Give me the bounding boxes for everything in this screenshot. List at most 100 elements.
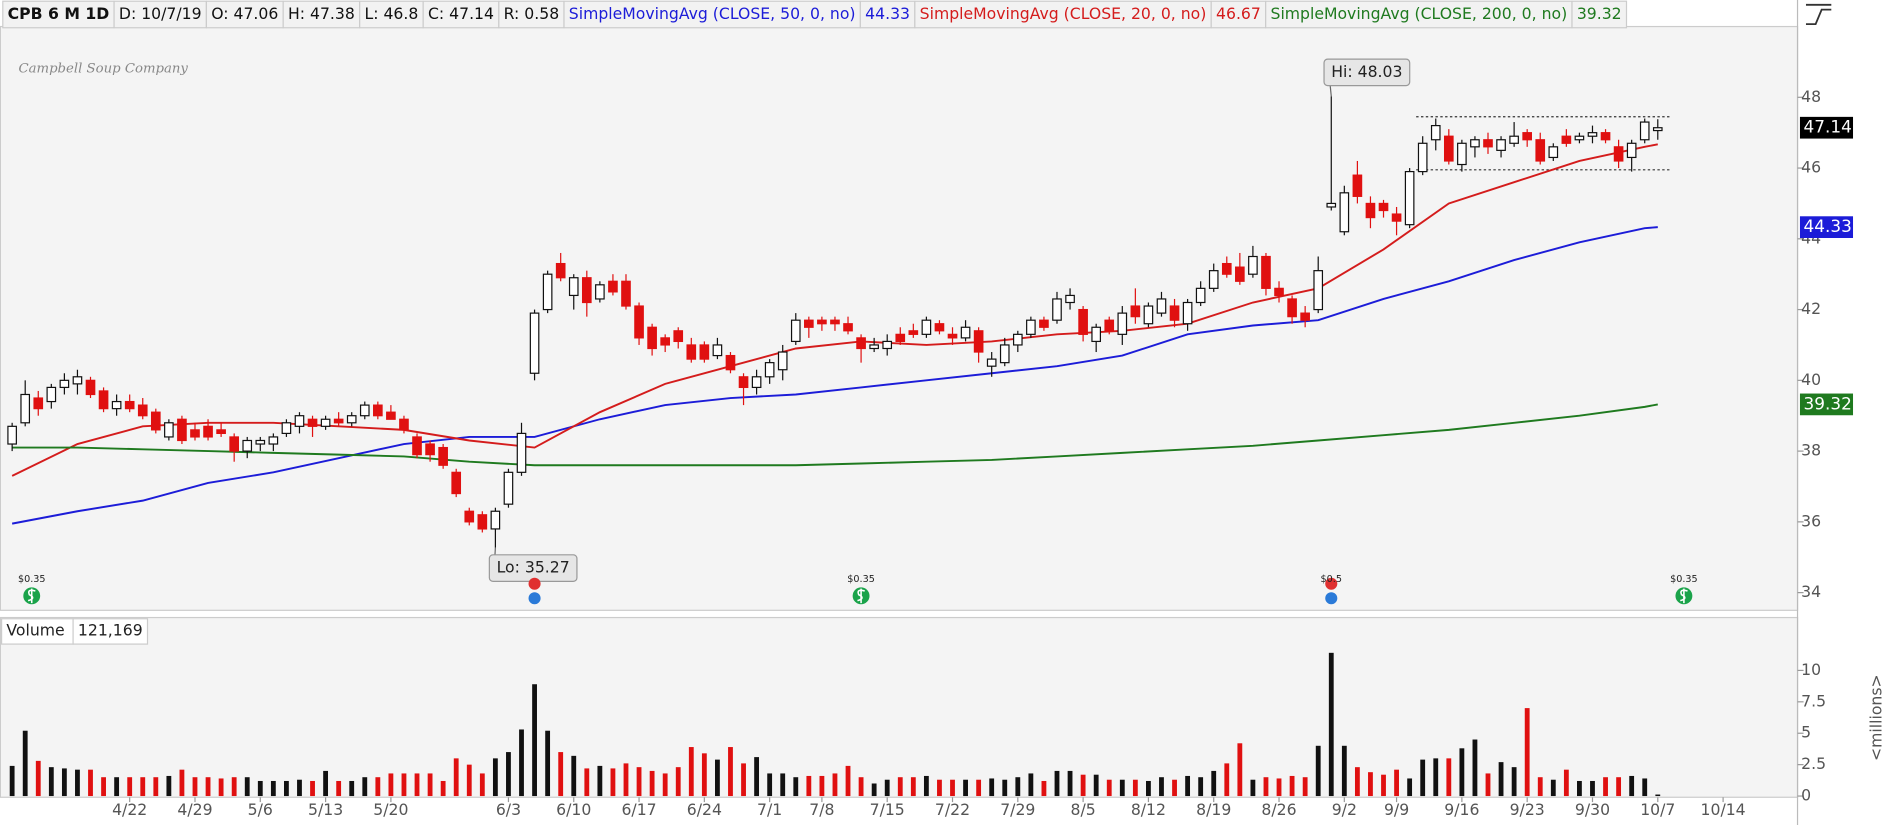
volume-bar [270, 780, 276, 797]
header-item: R: 0.58 [504, 4, 560, 23]
candle-body [986, 358, 997, 367]
y-tick-label: 0 [1801, 786, 1811, 805]
candle-body [464, 510, 475, 523]
candle-body [242, 439, 253, 452]
candle-body [699, 344, 710, 360]
candle-body [1313, 270, 1324, 311]
candle-body [490, 510, 501, 530]
candle-body [973, 330, 984, 353]
header-chip [1265, 0, 1573, 29]
candle-body [1535, 139, 1546, 162]
candle-body [1195, 287, 1206, 304]
volume-bar [1616, 777, 1622, 797]
dividend-glyph [1680, 588, 1688, 604]
candle-body [386, 411, 396, 420]
volume-bar [610, 768, 616, 797]
volume-bar [728, 747, 733, 797]
volume-bar [897, 777, 903, 797]
dividend-label: $0.35 [847, 574, 875, 585]
x-tick-label: 7/8 [809, 800, 834, 819]
x-tick-label: 7/1 [757, 800, 782, 819]
candle-body [346, 415, 357, 424]
x-tick-label: 8/19 [1196, 800, 1231, 819]
candle-body [1574, 135, 1585, 141]
candle-body [503, 471, 514, 505]
volume-bar [375, 777, 381, 797]
x-tick-label: 7/15 [870, 800, 905, 819]
candle-body [908, 330, 919, 335]
x-tick-label: 6/3 [496, 800, 521, 819]
price-tag [1799, 116, 1854, 139]
candle-body [150, 411, 161, 431]
volume-title: Volume [6, 620, 64, 639]
volume-bar [597, 765, 603, 797]
candle-body [895, 333, 906, 343]
candle-body [843, 323, 853, 332]
candle-body [1613, 146, 1624, 162]
volume-bar [923, 775, 929, 797]
volume-bar [1394, 769, 1399, 797]
y-tick-label: 5 [1801, 723, 1811, 742]
volume-bar [1472, 739, 1478, 797]
volume-bar [1354, 767, 1360, 797]
header-item: SimpleMovingAvg (CLOSE, 50, 0, no) [569, 4, 856, 23]
candle-body [882, 340, 893, 350]
candle-body [660, 337, 670, 346]
header-item: H: 47.38 [288, 4, 355, 23]
x-tick-label: 8/5 [1071, 800, 1096, 819]
volume-bar [636, 767, 642, 797]
annotation: Hi: 48.03 [1331, 62, 1402, 81]
volume-bar [819, 775, 825, 797]
volume-bar [1341, 745, 1347, 797]
candle-body [477, 514, 488, 530]
x-tick-label: 10/14 [1701, 800, 1746, 819]
volume-bar [48, 767, 54, 797]
x-tick-label: 5/20 [373, 800, 408, 819]
volume-bar [479, 773, 485, 797]
candle-body [1522, 132, 1533, 141]
header-chip [498, 0, 565, 29]
annotation-box [1323, 58, 1411, 87]
candle-body [804, 319, 814, 328]
candle-body [1652, 127, 1663, 132]
volume-bar [754, 757, 760, 797]
volume-bar [179, 769, 185, 797]
volume-bar [414, 773, 420, 797]
volume-bar [741, 763, 746, 797]
volume-bar [114, 777, 120, 797]
candle-body [555, 262, 566, 279]
ma-line [12, 403, 1658, 467]
volume-bar [349, 780, 355, 797]
volume-bar [75, 769, 80, 797]
volume-bar [780, 773, 786, 797]
candle-body [1221, 262, 1232, 275]
volume-bar [1015, 777, 1021, 797]
volume-bar [101, 777, 106, 797]
header-item: CPB 6 M 1D [8, 4, 110, 23]
volume-bar [1224, 763, 1230, 797]
header-chip [859, 0, 916, 29]
candle-body [1261, 255, 1271, 289]
volume-bar [688, 747, 694, 797]
y-tick-label: 7.5 [1801, 691, 1826, 710]
candle-body [320, 418, 331, 427]
candle-body [59, 379, 70, 389]
settings-icon[interactable] [1805, 3, 1832, 26]
y-tick-label: 38 [1801, 441, 1821, 460]
candle-body [1052, 298, 1062, 321]
dividend-glyph [27, 588, 36, 604]
volume-bar [22, 730, 28, 797]
volume-bar [506, 752, 511, 797]
candle-body [542, 273, 553, 311]
candle-body [1430, 124, 1441, 141]
candle-body [1470, 139, 1480, 148]
volume-bar [571, 755, 577, 797]
volume-bar [937, 779, 942, 797]
volume-bar [1328, 652, 1334, 797]
volume-bar [715, 759, 720, 797]
candle-body [7, 425, 17, 445]
x-tick-label: 8/26 [1261, 800, 1296, 819]
volume-bar [1381, 774, 1386, 797]
